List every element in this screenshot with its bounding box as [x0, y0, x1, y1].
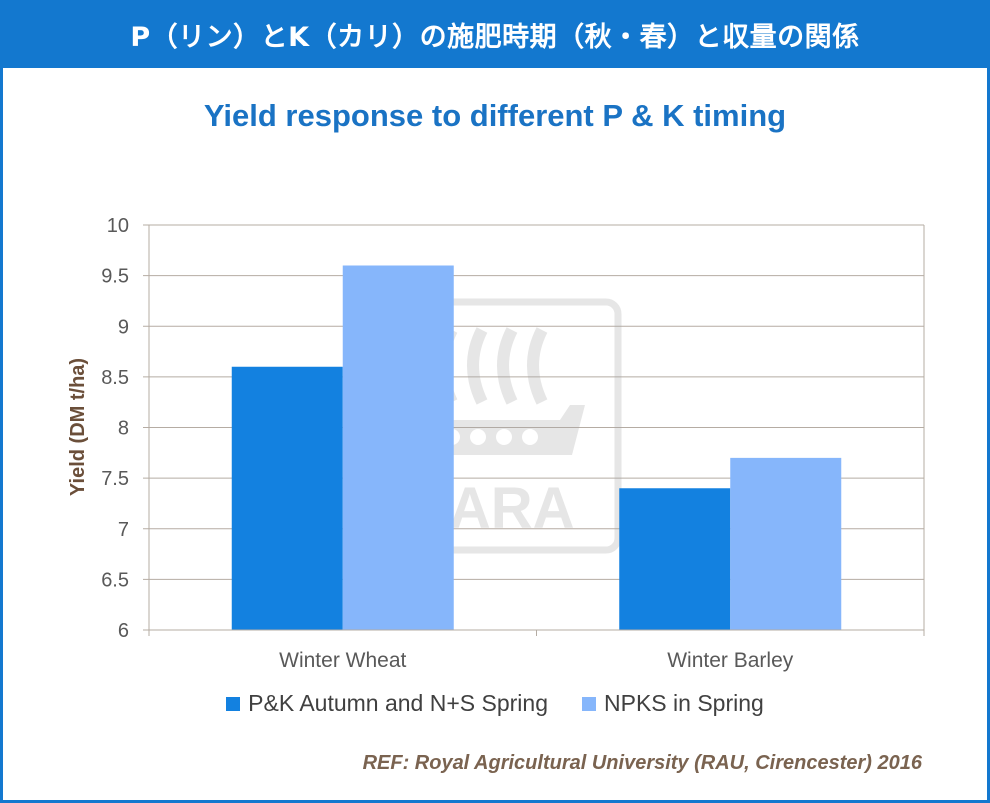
reference-note: REF: Royal Agricultural University (RAU,… [362, 752, 922, 774]
legend-item-series-2: NPKS in Spring [582, 690, 764, 717]
x-tick-labels: Winter Wheat Winter Barley [279, 649, 794, 672]
bar-chart: YARA 66.577.588.599.510 Winter Wheat Wint… [67, 215, 925, 672]
legend-label: P&K Autumn and N+S Spring [248, 690, 548, 716]
watermark-circle [496, 429, 512, 445]
watermark-wave [497, 327, 518, 405]
chart-title: Yield response to different P & K timing [203, 98, 787, 133]
x-tick-label: Winter Wheat [279, 649, 406, 672]
y-tick-labels: 6 6.5 7 7.5 8 8.5 9 9.5 10 [101, 215, 129, 642]
y-tick-label: 9.5 [101, 266, 129, 288]
watermark-circle [522, 429, 538, 445]
legend-label: NPKS in Spring [604, 690, 764, 716]
y-axis-label: Yield (DM t/ha) [67, 358, 89, 496]
bar [730, 457, 842, 630]
legend-swatch [226, 696, 241, 711]
legend-swatch [582, 696, 596, 711]
y-tick-label: 6 [118, 620, 129, 642]
y-tick-label: 6.5 [101, 569, 129, 591]
y-tick-label: 9 [118, 316, 129, 338]
watermark-circle [470, 429, 486, 445]
watermark-wave [527, 327, 548, 405]
y-tick-label: 8.5 [101, 367, 129, 389]
bar [619, 488, 731, 630]
page-title: P（リン）とK（カリ）の施肥時期（秋・春）と収量の関係 [130, 21, 860, 53]
legend-item-series-1: P&K Autumn and N+S Spring [226, 690, 548, 717]
watermark-wave [467, 327, 488, 405]
y-tick-label: 8 [118, 418, 129, 440]
y-tick-label: 7.5 [101, 468, 129, 490]
page-header: P（リン）とK（カリ）の施肥時期（秋・春）と収量の関係 [0, 0, 990, 68]
legend: P&K Autumn and N+S Spring NPKS in Spring [0, 690, 990, 717]
bar [231, 366, 343, 630]
x-tick-label: Winter Barley [667, 649, 794, 672]
axes [148, 225, 925, 636]
y-tick-label: 10 [107, 215, 129, 237]
y-tick-label: 7 [118, 519, 129, 541]
bars [231, 265, 842, 630]
bar [342, 265, 454, 630]
